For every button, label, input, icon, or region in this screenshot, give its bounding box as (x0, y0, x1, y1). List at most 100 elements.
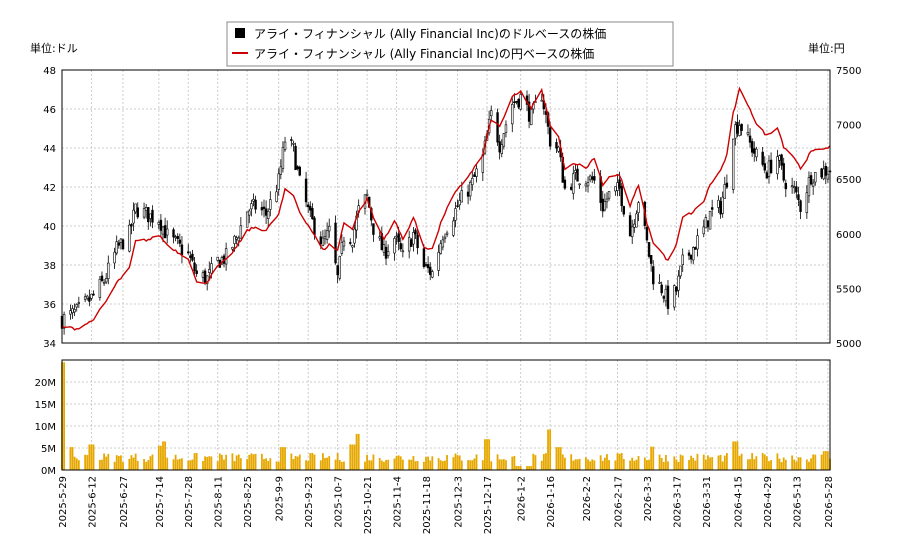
candle-body (325, 230, 329, 240)
candle-body (142, 208, 146, 218)
candle-body (622, 206, 626, 215)
candle-body (822, 168, 825, 180)
volume-bar (719, 454, 722, 470)
volume-bar (526, 466, 528, 470)
candle-body (797, 194, 800, 201)
candle-body (601, 198, 604, 212)
volume-bar (313, 454, 316, 470)
candle-body (710, 207, 714, 210)
candle-body (279, 166, 283, 175)
candle-body (666, 285, 670, 309)
volume-bar (517, 466, 520, 470)
candle-body (441, 239, 445, 248)
x-tick-label: 2025-9-9 (275, 476, 286, 521)
candle-body (161, 226, 165, 235)
volume-bar (490, 461, 493, 470)
volume-bar (202, 461, 204, 470)
volume-bar (738, 455, 741, 470)
volume-bar (282, 447, 284, 470)
volume-bar (98, 459, 101, 470)
volume-bar (761, 452, 764, 470)
candle-body (340, 242, 344, 254)
volume-bar (561, 454, 564, 470)
volume-bar (646, 460, 648, 470)
volume-bar (444, 460, 446, 470)
candle-body (104, 278, 108, 283)
volume-bar (357, 433, 360, 470)
volume-bar (572, 460, 575, 470)
legend-jpy-label: アライ・フィナンシャル (Ally Financial Inc)の円ベースの株価 (254, 46, 594, 61)
volume-bar (608, 460, 610, 470)
volume-bar (208, 456, 211, 470)
candle-body (323, 236, 327, 240)
candle-body (292, 143, 295, 145)
candle-body (649, 255, 653, 264)
candle-body (393, 238, 396, 254)
volume-bar (677, 461, 680, 470)
x-tick-label: 2026-1-16 (546, 476, 557, 528)
volume-bar (736, 441, 739, 470)
volume-bar (441, 461, 444, 470)
x-axis-labels: 2025-5-29 2025-6-12 2025-6-27 2025-7-14 2025… (58, 476, 835, 534)
candle-body (201, 272, 205, 278)
volume-bar (73, 456, 76, 470)
candle-body (334, 222, 337, 264)
candle-body (498, 141, 501, 153)
candle-body (144, 207, 148, 212)
candle-body (113, 251, 116, 264)
volume-bar (763, 454, 766, 470)
volume-bar (225, 454, 228, 470)
volume-bar (263, 459, 265, 470)
candle-body (309, 206, 312, 211)
x-tick-label: 2025-5-29 (58, 476, 69, 528)
volume-bar (414, 461, 417, 470)
candle-body (763, 163, 766, 171)
volume-bar (164, 441, 167, 470)
candle-body (424, 264, 428, 266)
volume-bar (151, 454, 154, 470)
volume-bar (505, 460, 507, 470)
candle-body (90, 293, 93, 299)
volume-bar (749, 459, 751, 470)
candle-body (593, 176, 596, 181)
right-tick-label: 5500 (836, 284, 861, 295)
volume-bar (193, 453, 196, 470)
volume-bar (460, 460, 463, 470)
volume-bar (826, 451, 829, 470)
volume-bar (631, 457, 634, 470)
volume-bar (496, 454, 499, 470)
candle-body (191, 253, 194, 261)
candle-body (824, 165, 828, 176)
candle-body (73, 309, 76, 313)
candle-body (172, 229, 175, 238)
candle-body (628, 215, 632, 237)
candle-body (290, 139, 293, 141)
candle-body (620, 185, 623, 207)
candle-body (426, 264, 430, 269)
volume-bar (378, 457, 381, 470)
volume-bar (75, 458, 78, 470)
volume-bar (458, 455, 461, 470)
volume-bar (593, 460, 596, 470)
legend: アライ・フィナンシャル (Ally Financial Inc)のドルベースの株… (226, 21, 674, 67)
x-tick-label: 2026-5-13 (792, 476, 803, 528)
volume-bar (810, 458, 812, 470)
candle-body (353, 228, 356, 244)
candle-body (205, 275, 209, 284)
x-tick-label: 2026-3-31 (702, 476, 713, 528)
candle-body (157, 222, 160, 225)
candle-body (254, 199, 257, 210)
volume-bar (673, 456, 676, 470)
candle-body (386, 251, 390, 256)
volume-bar (620, 453, 623, 470)
volume-series (61, 362, 831, 470)
volume-bar (467, 460, 470, 470)
volume-bar (702, 454, 705, 470)
candle-body (502, 133, 506, 147)
x-tick-label: 2025-9-23 (304, 476, 315, 528)
candle-body (723, 184, 727, 199)
candle-body (633, 223, 636, 228)
volume-bar (534, 455, 537, 470)
candle-body (216, 256, 219, 261)
volume-bar (650, 446, 653, 470)
